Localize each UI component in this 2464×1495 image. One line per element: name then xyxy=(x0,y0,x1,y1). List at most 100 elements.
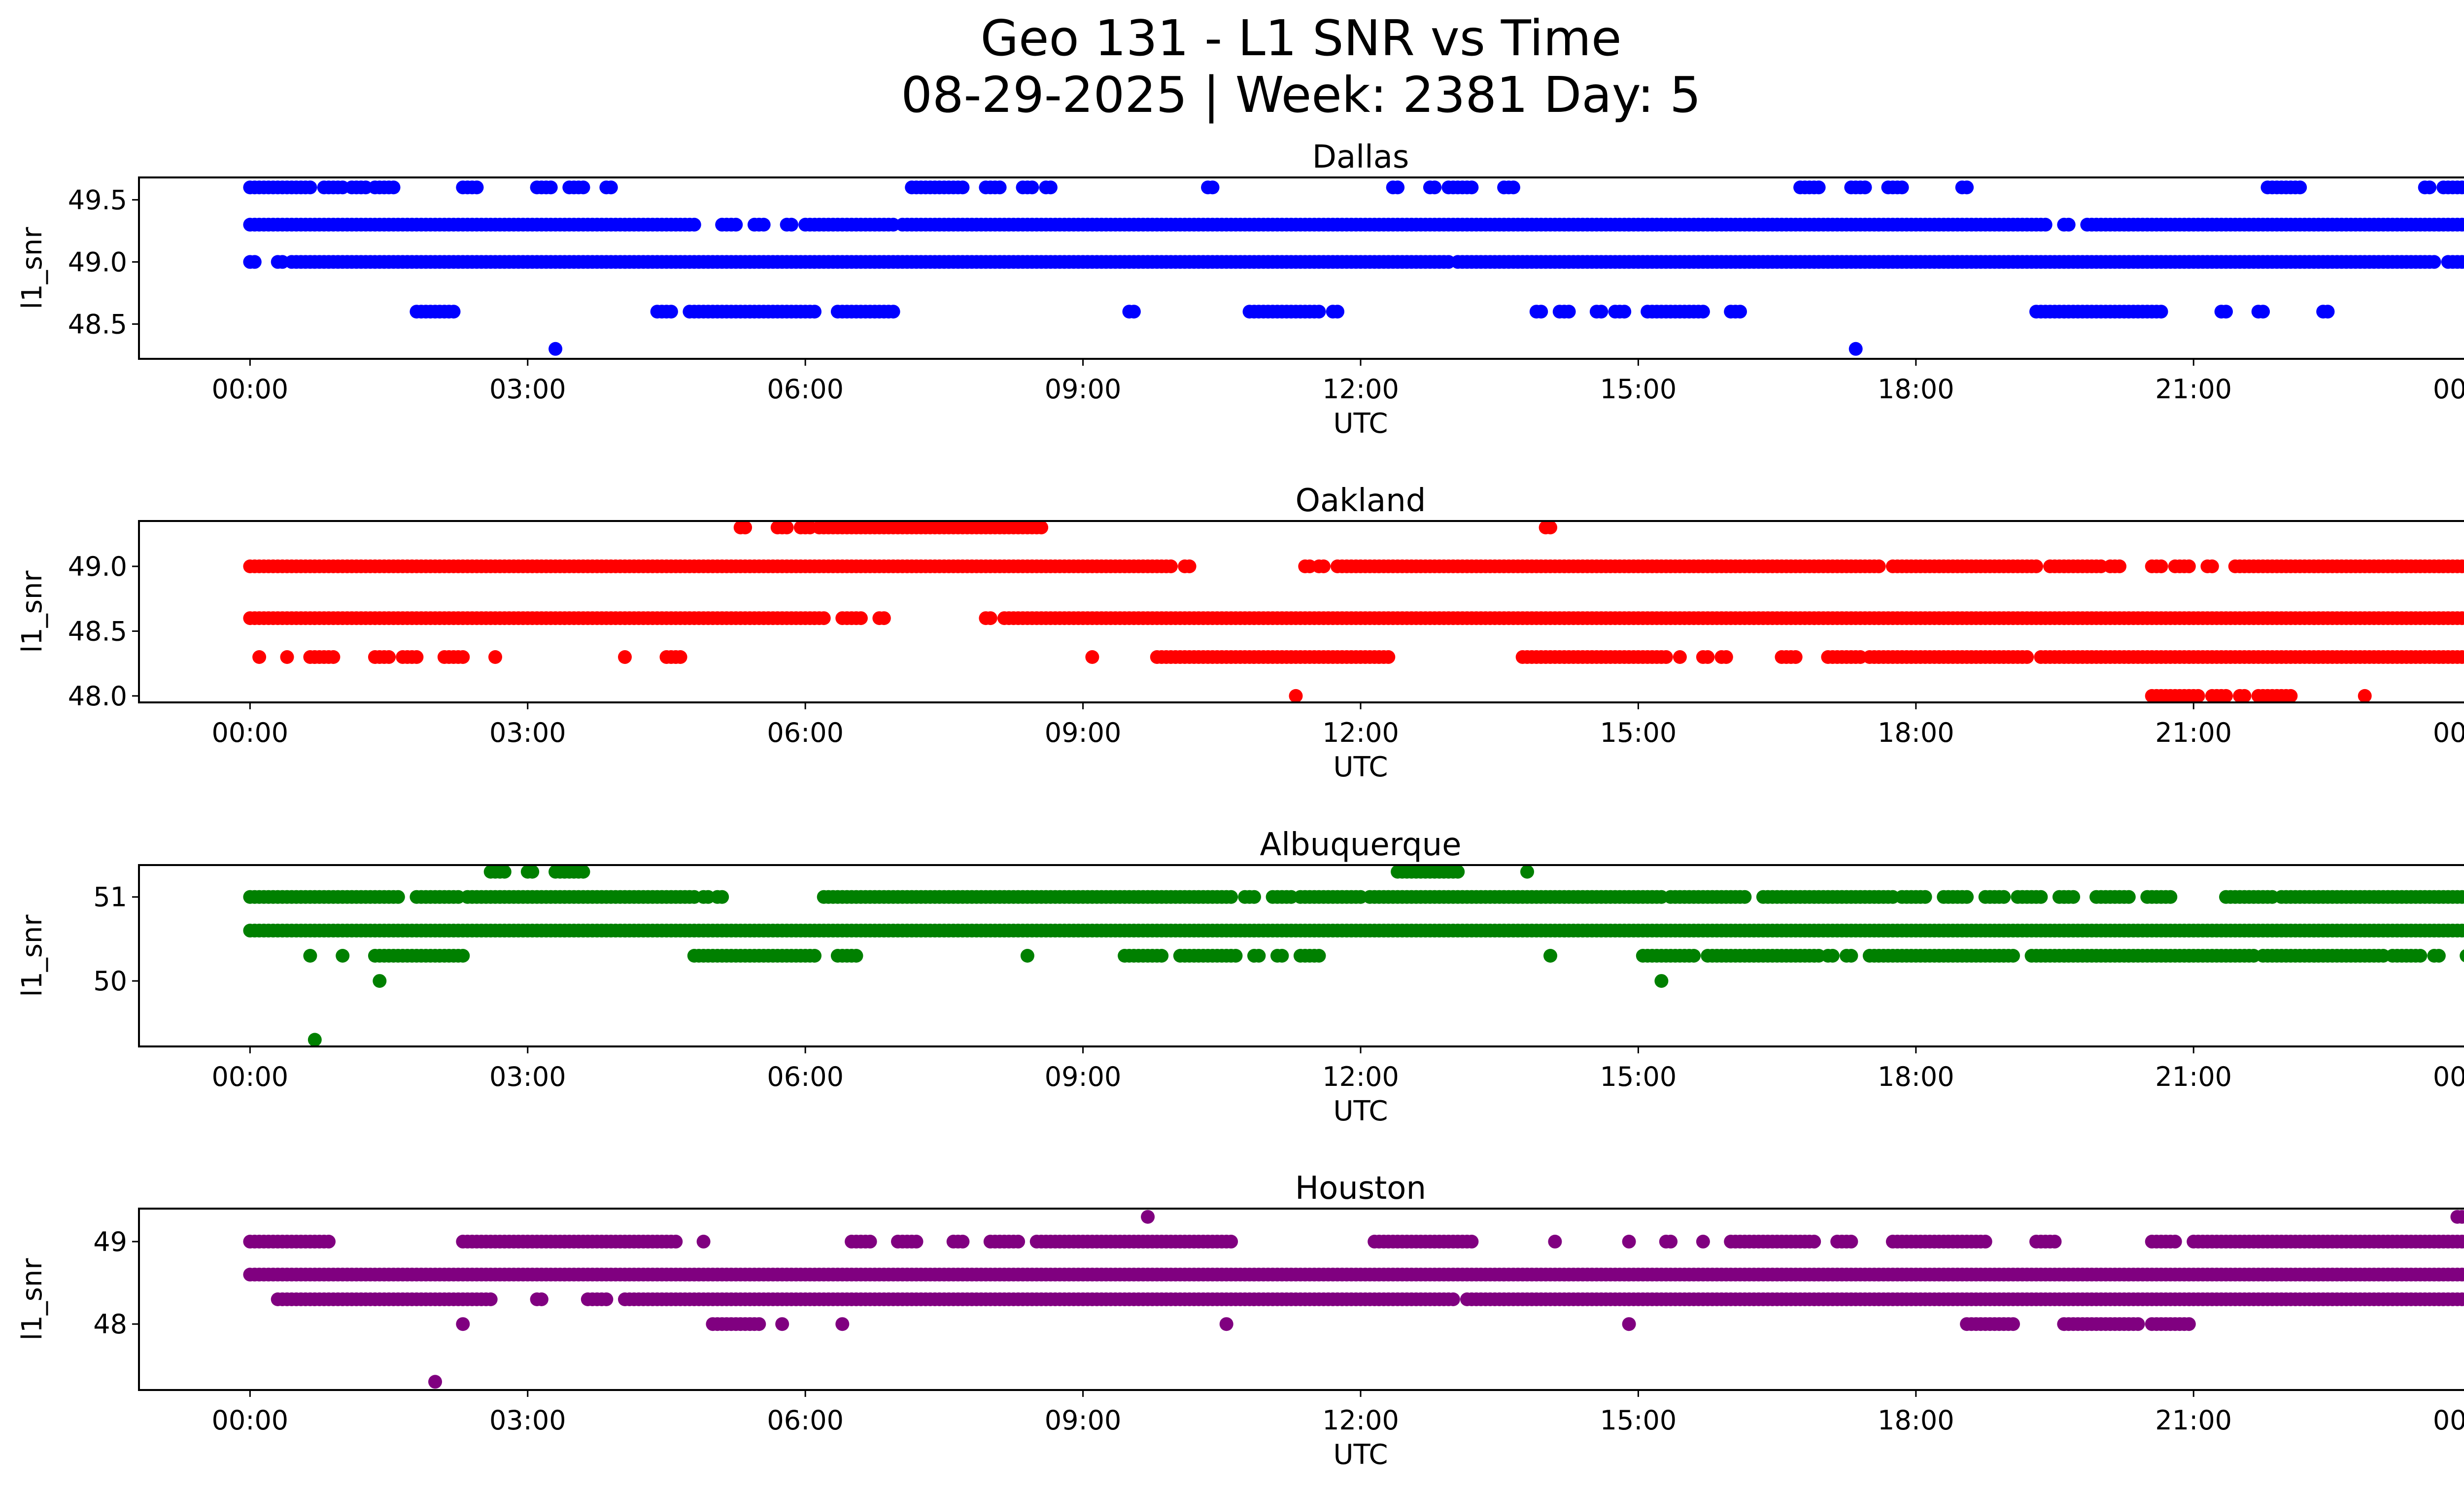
data-point xyxy=(1844,1234,1858,1249)
x-tick-label: 03:00 xyxy=(489,717,566,748)
data-point xyxy=(956,1234,970,1249)
data-point xyxy=(983,611,997,626)
data-point xyxy=(1182,559,1197,573)
data-point xyxy=(2191,689,2205,703)
data-point xyxy=(2066,890,2081,904)
data-points xyxy=(243,865,2464,1047)
x-tick-label: 09:00 xyxy=(1045,1061,1122,1092)
data-point xyxy=(2131,1317,2145,1331)
x-tick-label: 03:00 xyxy=(489,1405,566,1436)
data-point xyxy=(2460,1293,2464,1306)
x-tick-label: 06:00 xyxy=(767,717,844,748)
data-point xyxy=(669,1234,683,1249)
data-point xyxy=(2182,1317,2196,1331)
data-point xyxy=(599,1292,614,1306)
data-point xyxy=(1895,180,1909,195)
data-point xyxy=(2154,559,2168,573)
y-axis-label: l1_snr xyxy=(16,570,48,653)
y-axis-label: l1_snr xyxy=(16,914,48,997)
data-point xyxy=(1428,180,1442,195)
data-point xyxy=(446,305,461,319)
data-point xyxy=(2048,1234,2062,1249)
data-point xyxy=(1978,1234,1992,1249)
x-tick-label: 12:00 xyxy=(1322,1061,1399,1092)
data-point xyxy=(2219,689,2233,703)
data-point xyxy=(808,949,821,963)
data-point xyxy=(1960,180,1974,195)
data-point xyxy=(1918,890,1932,904)
data-point xyxy=(1219,1317,1233,1331)
data-point xyxy=(1844,949,1858,963)
data-point xyxy=(2431,949,2446,963)
data-point xyxy=(1224,1234,1238,1249)
x-tick-label: 12:00 xyxy=(1322,717,1399,748)
data-points xyxy=(243,180,2464,356)
data-point xyxy=(1848,342,1863,356)
data-point xyxy=(326,650,341,664)
data-point xyxy=(696,1234,711,1249)
x-tick-label: 21:00 xyxy=(2155,374,2232,405)
data-point xyxy=(1331,305,1344,319)
data-point xyxy=(1034,521,1049,535)
x-tick-label: 00:00 xyxy=(2433,1061,2464,1092)
data-point xyxy=(1085,650,1099,664)
x-axis-label: UTC xyxy=(1333,751,1388,783)
data-point xyxy=(2163,890,2178,904)
data-point xyxy=(1788,650,1803,664)
data-point xyxy=(673,650,687,664)
data-point xyxy=(497,865,512,879)
data-point xyxy=(2154,305,2168,319)
data-point xyxy=(303,949,317,963)
data-point xyxy=(470,180,484,195)
data-point xyxy=(1696,1234,1710,1249)
data-point xyxy=(2122,890,2136,904)
data-point xyxy=(483,1292,498,1306)
data-point xyxy=(252,650,267,664)
data-point xyxy=(2460,1268,2464,1281)
x-tick-label: 03:00 xyxy=(489,374,566,405)
data-point xyxy=(308,1033,322,1047)
x-tick-label: 00:00 xyxy=(212,1061,289,1092)
y-tick-label: 51 xyxy=(93,882,127,913)
data-point xyxy=(877,611,891,626)
data-point xyxy=(1807,1234,1821,1249)
data-point xyxy=(1247,890,1261,904)
data-point xyxy=(1719,650,1733,664)
data-point xyxy=(1312,305,1326,319)
x-tick-label: 00:00 xyxy=(212,717,289,748)
data-point xyxy=(1229,949,1243,963)
x-axis-label: UTC xyxy=(1333,1095,1388,1127)
data-point xyxy=(1622,1234,1636,1249)
x-tick-label: 12:00 xyxy=(1322,1405,1399,1436)
data-point xyxy=(817,611,831,626)
data-point xyxy=(1252,949,1266,963)
data-point xyxy=(886,305,900,319)
data-point xyxy=(2460,612,2464,625)
data-point xyxy=(1316,559,1331,573)
data-point xyxy=(1506,180,1520,195)
data-point xyxy=(1275,949,1289,963)
data-point xyxy=(2427,255,2441,269)
data-point xyxy=(2460,218,2464,231)
data-point xyxy=(2460,949,2464,962)
data-point xyxy=(1025,180,1039,195)
data-point xyxy=(2256,305,2270,319)
data-point xyxy=(2460,560,2464,573)
data-point xyxy=(1872,559,1886,573)
data-point xyxy=(687,217,701,232)
data-point xyxy=(1858,180,1872,195)
data-point xyxy=(1548,1234,1562,1249)
data-point xyxy=(756,217,771,232)
data-point xyxy=(1997,890,2011,904)
data-point xyxy=(1664,1234,1678,1249)
x-tick-label: 15:00 xyxy=(1600,717,1677,748)
data-point xyxy=(1696,305,1710,319)
x-tick-label: 03:00 xyxy=(489,1061,566,1092)
data-point xyxy=(534,1292,548,1306)
chart-subtitle: 08-29-2025 | Week: 2381 Day: 5 xyxy=(901,66,1701,124)
y-tick-label: 48.0 xyxy=(68,681,127,712)
data-point xyxy=(2038,217,2053,232)
